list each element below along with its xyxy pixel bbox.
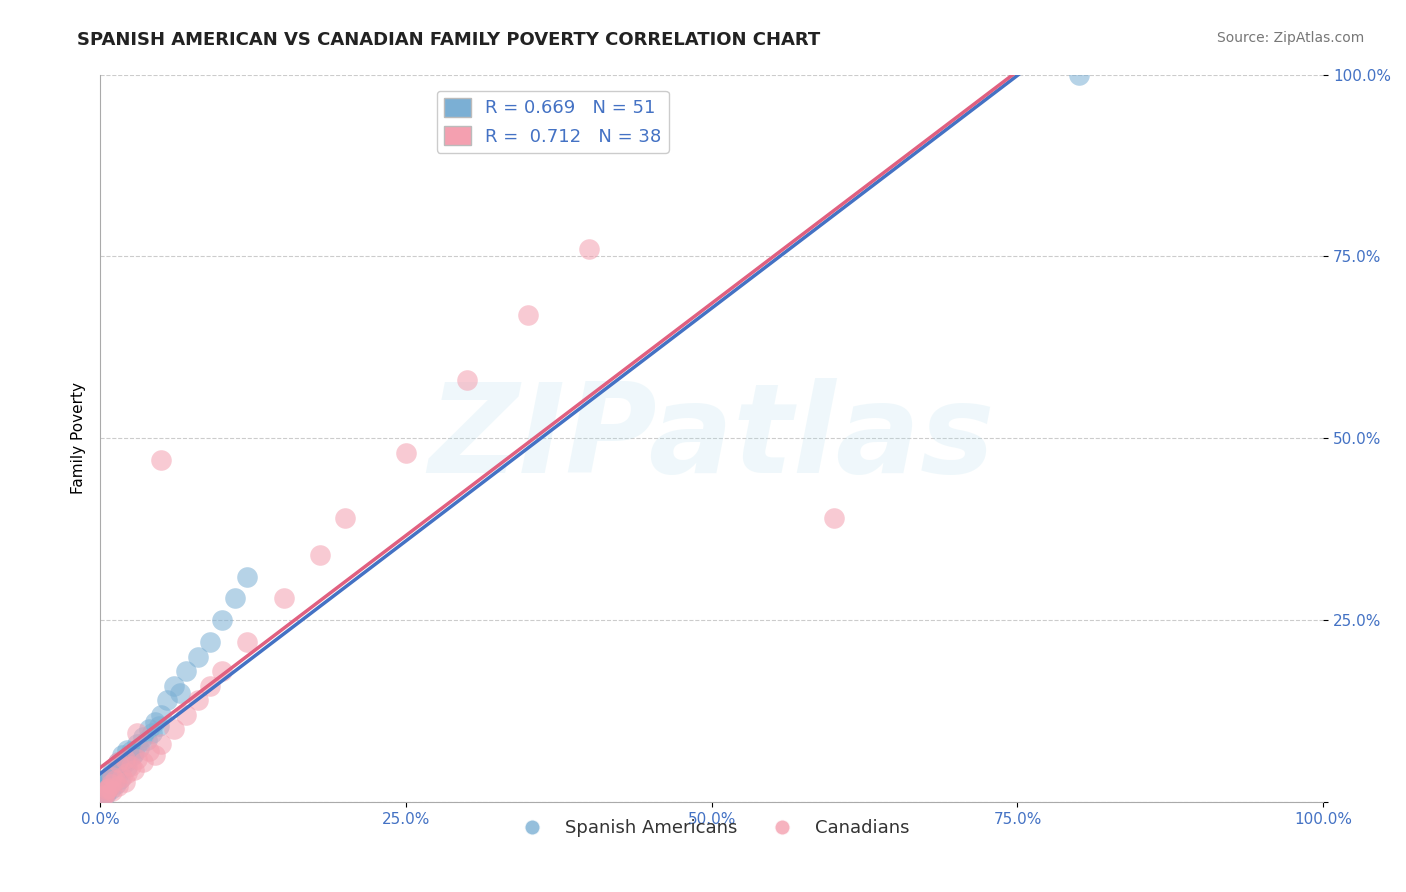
- Point: [187, 693, 209, 707]
- Point: [107, 756, 129, 770]
- Point: [132, 756, 155, 770]
- Point: [93, 789, 115, 804]
- Point: [156, 693, 179, 707]
- Point: [98, 779, 121, 793]
- Point: [333, 511, 356, 525]
- Point: [124, 746, 146, 760]
- Point: [162, 679, 184, 693]
- Point: [104, 773, 127, 788]
- Point: [138, 744, 160, 758]
- Point: [100, 777, 122, 791]
- Point: [823, 511, 845, 525]
- Point: [115, 743, 138, 757]
- Point: [150, 737, 173, 751]
- Point: [93, 784, 115, 798]
- Point: [169, 686, 191, 700]
- Point: [211, 613, 233, 627]
- Point: [96, 775, 118, 789]
- Point: [517, 308, 540, 322]
- Point: [111, 747, 134, 762]
- Point: [122, 747, 145, 762]
- Point: [94, 779, 117, 793]
- Point: [143, 747, 166, 762]
- Point: [105, 777, 128, 791]
- Y-axis label: Family Poverty: Family Poverty: [72, 383, 86, 494]
- Point: [100, 782, 122, 797]
- Point: [93, 788, 115, 802]
- Point: [93, 788, 115, 802]
- Point: [105, 763, 128, 777]
- Point: [103, 766, 125, 780]
- Point: [162, 723, 184, 737]
- Point: [211, 665, 233, 679]
- Point: [97, 773, 120, 788]
- Point: [115, 766, 138, 780]
- Point: [96, 782, 118, 797]
- Point: [132, 730, 155, 744]
- Point: [273, 591, 295, 606]
- Point: [104, 771, 127, 785]
- Legend: Spanish Americans, Canadians: Spanish Americans, Canadians: [508, 812, 917, 844]
- Point: [200, 635, 222, 649]
- Point: [125, 737, 148, 751]
- Point: [138, 723, 160, 737]
- Point: [108, 772, 131, 786]
- Point: [101, 784, 124, 798]
- Point: [111, 759, 134, 773]
- Point: [150, 708, 173, 723]
- Point: [128, 740, 150, 755]
- Point: [141, 726, 163, 740]
- Point: [578, 242, 600, 256]
- Point: [107, 756, 129, 770]
- Point: [309, 548, 332, 562]
- Point: [125, 751, 148, 765]
- Point: [101, 764, 124, 779]
- Text: SPANISH AMERICAN VS CANADIAN FAMILY POVERTY CORRELATION CHART: SPANISH AMERICAN VS CANADIAN FAMILY POVE…: [77, 31, 821, 49]
- Point: [236, 635, 259, 649]
- Point: [96, 787, 118, 801]
- Point: [1067, 68, 1090, 82]
- Point: [101, 770, 124, 784]
- Point: [120, 759, 142, 773]
- Point: [101, 770, 124, 784]
- Text: Source: ZipAtlas.com: Source: ZipAtlas.com: [1216, 31, 1364, 45]
- Point: [104, 767, 127, 781]
- Point: [114, 775, 136, 789]
- Point: [174, 708, 197, 723]
- Point: [120, 744, 142, 758]
- Point: [187, 649, 209, 664]
- Point: [143, 715, 166, 730]
- Point: [174, 665, 197, 679]
- Point: [97, 780, 120, 795]
- Point: [114, 751, 136, 765]
- Point: [125, 726, 148, 740]
- Point: [101, 775, 124, 789]
- Point: [96, 784, 118, 798]
- Point: [115, 760, 138, 774]
- Point: [135, 733, 157, 747]
- Point: [456, 373, 478, 387]
- Point: [395, 446, 418, 460]
- Point: [114, 751, 136, 765]
- Point: [96, 784, 118, 798]
- Point: [200, 679, 222, 693]
- Point: [150, 453, 173, 467]
- Point: [111, 770, 134, 784]
- Point: [224, 591, 246, 606]
- Point: [96, 777, 118, 791]
- Point: [107, 767, 129, 781]
- Point: [98, 770, 121, 784]
- Text: ZIPatlas: ZIPatlas: [429, 378, 995, 499]
- Point: [107, 779, 129, 793]
- Point: [114, 756, 136, 770]
- Point: [236, 569, 259, 583]
- Point: [93, 780, 115, 795]
- Point: [148, 719, 170, 733]
- Point: [124, 763, 146, 777]
